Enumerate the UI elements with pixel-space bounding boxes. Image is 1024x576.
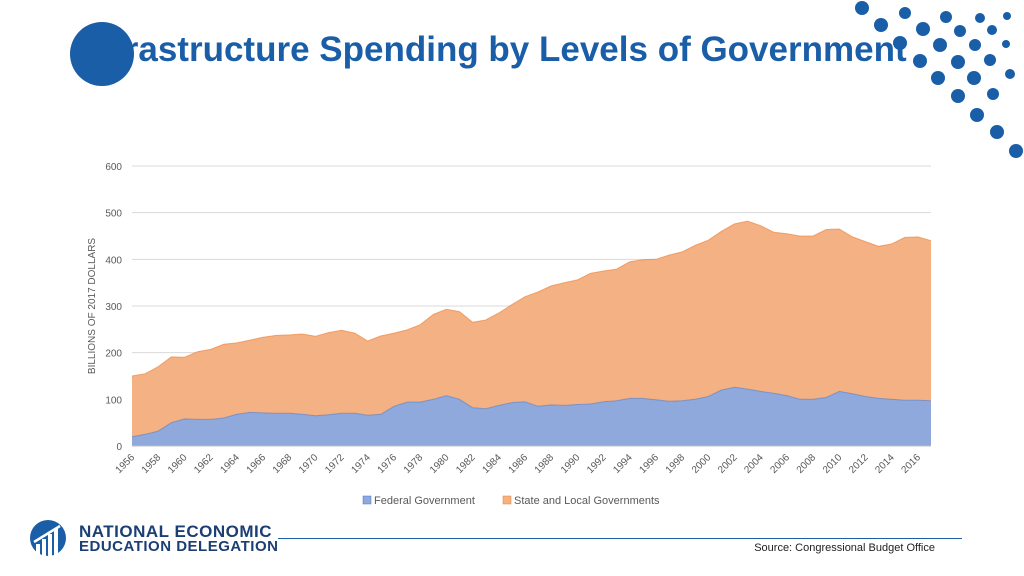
y-tick-label: 200 <box>105 349 122 360</box>
y-tick-label: 0 <box>116 442 122 453</box>
federal-top-line <box>131 386 932 438</box>
y-axis-label: BILLIONS OF 2017 DOLLARS <box>87 238 98 375</box>
state-local-area <box>132 221 931 437</box>
x-tick-label: 2000 <box>690 452 714 476</box>
x-tick-label: 1992 <box>585 452 609 476</box>
x-tick-label: 2016 <box>900 452 924 476</box>
y-tick-label: 100 <box>105 395 122 406</box>
dot <box>951 55 965 69</box>
dot <box>990 125 1004 139</box>
x-tick-label: 1978 <box>402 452 426 476</box>
legend-label: Federal Government <box>374 495 475 507</box>
logo-text-line1: NATIONAL ECONOMIC <box>79 522 272 541</box>
x-tick-label: 1962 <box>192 452 216 476</box>
x-tick-label: 1958 <box>140 452 164 476</box>
decorative-dots <box>855 1 1023 158</box>
x-tick-label: 1976 <box>376 452 400 476</box>
dot <box>933 38 947 52</box>
x-tick-label: 1982 <box>454 452 478 476</box>
dot <box>975 13 985 23</box>
legend-swatch <box>502 495 512 505</box>
dot <box>1002 40 1010 48</box>
x-tick-label: 1986 <box>507 452 531 476</box>
x-tick-label: 2004 <box>742 452 766 476</box>
y-tick-label: 300 <box>105 302 122 313</box>
x-tick-label: 1988 <box>533 452 557 476</box>
x-tick-label: 1998 <box>664 452 688 476</box>
legend: Federal Government State and Local Govern… <box>362 495 660 507</box>
x-tick-label: 2010 <box>821 452 845 476</box>
page-title: Infrastructure Spending by Levels of Gov… <box>82 30 907 69</box>
dot <box>970 108 984 122</box>
dot <box>984 54 996 66</box>
dot <box>987 25 997 35</box>
x-tick-label: 1960 <box>166 452 190 476</box>
footer-divider <box>278 538 962 539</box>
x-tick-label: 1956 <box>114 452 138 476</box>
legend-swatch <box>362 495 372 505</box>
x-tick-label: 1972 <box>323 452 347 476</box>
dot <box>874 18 888 32</box>
dot <box>931 71 945 85</box>
logo-text-line2: EDUCATION DELEGATION <box>79 538 279 555</box>
dot <box>987 88 999 100</box>
y-tick-label: 600 <box>105 162 122 173</box>
x-tick-label: 2006 <box>769 452 793 476</box>
dot <box>855 1 869 15</box>
x-tick-label: 1964 <box>218 452 242 476</box>
dot <box>967 71 981 85</box>
x-tick-label: 1996 <box>638 452 662 476</box>
x-tick-labels: 1956 1958 1960 1962 1964 1966 1968 1970 1972 1974… <box>114 452 924 476</box>
x-tick-label: 1966 <box>245 452 269 476</box>
legend-label: State and Local Governments <box>514 495 660 507</box>
source-note: Source: Congressional Budget Office <box>754 542 935 554</box>
x-tick-label: 2012 <box>847 452 871 476</box>
x-tick-label: 2014 <box>873 452 897 476</box>
series-areas <box>131 220 932 447</box>
x-tick-label: 1970 <box>297 452 321 476</box>
dot <box>1003 12 1011 20</box>
dot <box>969 39 981 51</box>
dot <box>913 54 927 68</box>
x-tick-label: 1984 <box>480 452 504 476</box>
title-accent-circle <box>70 22 134 86</box>
y-tick-label: 400 <box>105 255 122 266</box>
dot <box>951 89 965 103</box>
x-tick-label: 2008 <box>795 452 819 476</box>
x-tick-label: 2002 <box>716 452 740 476</box>
x-tick-label: 1974 <box>349 452 373 476</box>
x-tick-label: 1994 <box>611 452 635 476</box>
ned-logo <box>30 520 66 556</box>
state-local-top-line <box>131 220 932 377</box>
dot <box>954 25 966 37</box>
y-tick-labels: 0 100 200 300 400 500 600 <box>105 162 122 453</box>
x-tick-label: 1968 <box>271 452 295 476</box>
y-tick-label: 500 <box>105 209 122 220</box>
dot <box>893 36 907 50</box>
federal-area <box>132 387 931 446</box>
x-tick-label: 1980 <box>428 452 452 476</box>
dot <box>1005 69 1015 79</box>
dot <box>1009 144 1023 158</box>
dot <box>940 11 952 23</box>
area-chart: 0 100 200 300 400 500 600 1956 1958 1960 1962 1964… <box>87 162 932 507</box>
dot <box>899 7 911 19</box>
dot <box>916 22 930 36</box>
x-tick-label: 1990 <box>559 452 583 476</box>
